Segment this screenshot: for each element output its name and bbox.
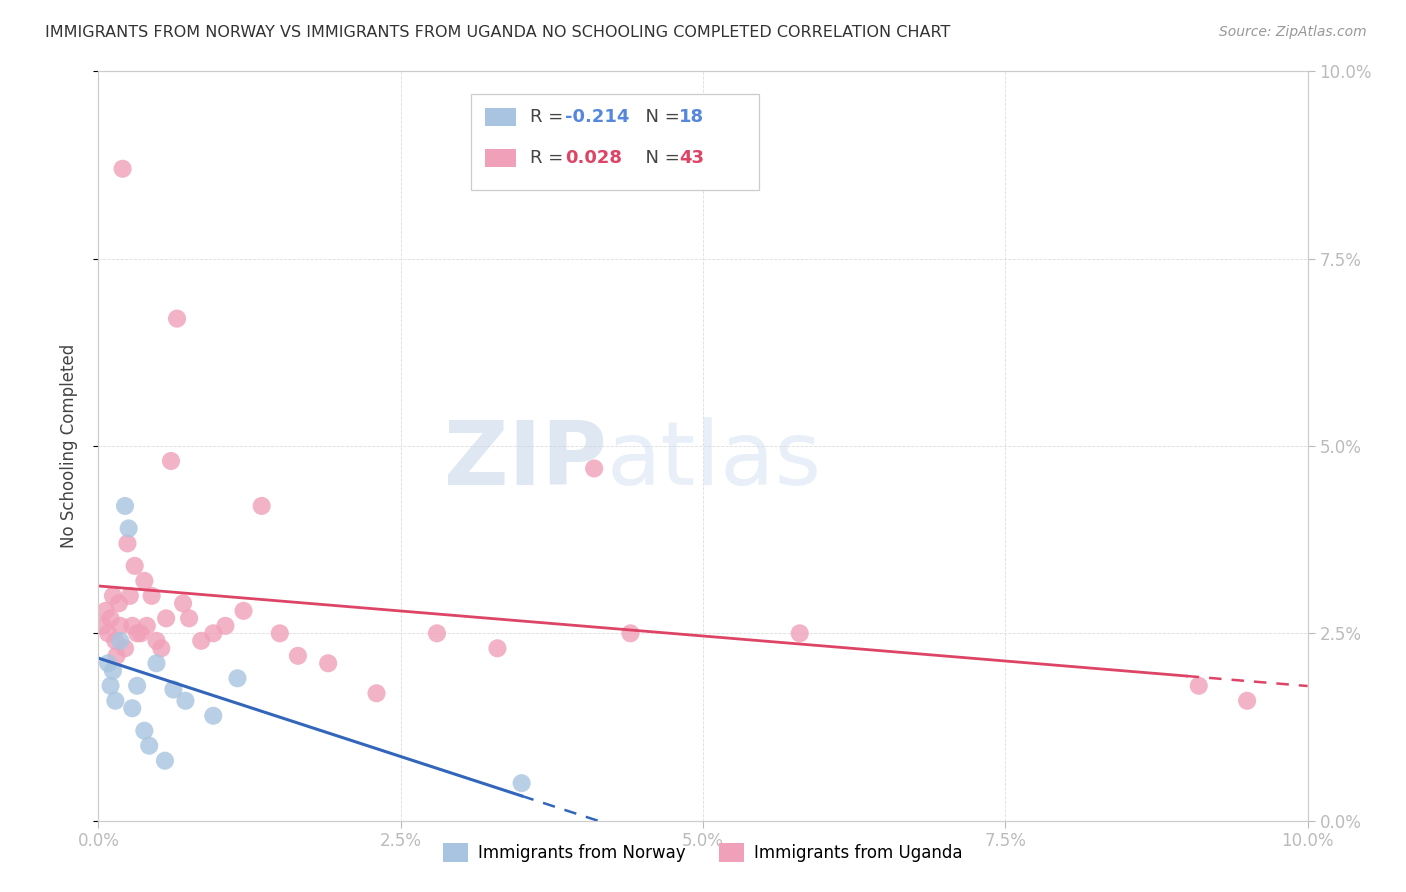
Point: [124, 558, 146, 573]
Point: [510, 776, 533, 790]
Point: [118, 589, 141, 603]
Point: [174, 694, 197, 708]
Point: [101, 589, 124, 603]
Point: [486, 641, 509, 656]
Point: [104, 633, 127, 648]
Point: [214, 619, 236, 633]
Text: 0.028: 0.028: [565, 149, 623, 167]
Point: [97, 657, 120, 671]
Point: [111, 161, 134, 176]
Point: [162, 682, 184, 697]
Point: [179, 611, 201, 625]
Point: [172, 596, 194, 610]
Text: R =: R =: [530, 149, 569, 167]
Point: [366, 686, 388, 700]
Point: [160, 454, 183, 468]
Y-axis label: No Schooling Completed: No Schooling Completed: [59, 344, 77, 548]
Point: [145, 657, 167, 671]
Point: [1236, 694, 1258, 708]
Text: Source: ZipAtlas.com: Source: ZipAtlas.com: [1219, 25, 1367, 39]
Point: [135, 619, 157, 633]
Point: [619, 626, 641, 640]
Point: [789, 626, 811, 640]
Point: [114, 641, 136, 656]
Point: [145, 633, 167, 648]
Point: [100, 679, 122, 693]
Point: [118, 521, 141, 535]
Point: [104, 694, 127, 708]
Point: [166, 311, 188, 326]
Point: [91, 619, 114, 633]
Point: [101, 664, 124, 678]
Point: [127, 679, 149, 693]
Text: IMMIGRANTS FROM NORWAY VS IMMIGRANTS FROM UGANDA NO SCHOOLING COMPLETED CORRELAT: IMMIGRANTS FROM NORWAY VS IMMIGRANTS FRO…: [45, 25, 950, 40]
Point: [134, 723, 156, 738]
Point: [226, 671, 249, 685]
Point: [108, 619, 131, 633]
Point: [232, 604, 254, 618]
Point: [105, 648, 128, 663]
Text: 18: 18: [679, 108, 704, 126]
Point: [1188, 679, 1211, 693]
Point: [316, 657, 339, 671]
Point: [269, 626, 291, 640]
Text: ZIP: ZIP: [443, 417, 606, 505]
Point: [127, 626, 149, 640]
Point: [202, 626, 225, 640]
Point: [134, 574, 156, 588]
Text: N =: N =: [634, 149, 686, 167]
Point: [108, 596, 131, 610]
Legend: Immigrants from Norway, Immigrants from Uganda: Immigrants from Norway, Immigrants from …: [437, 836, 969, 869]
Point: [250, 499, 273, 513]
Point: [121, 619, 143, 633]
Point: [121, 701, 143, 715]
Point: [155, 611, 177, 625]
Text: -0.214: -0.214: [565, 108, 630, 126]
Point: [153, 754, 176, 768]
Point: [100, 611, 122, 625]
Point: [190, 633, 212, 648]
Point: [141, 589, 163, 603]
Text: R =: R =: [530, 108, 569, 126]
Point: [108, 633, 131, 648]
Point: [129, 626, 152, 640]
Point: [117, 536, 139, 550]
Point: [114, 499, 136, 513]
Point: [138, 739, 160, 753]
Point: [94, 604, 117, 618]
Text: atlas: atlas: [606, 417, 821, 505]
Text: 43: 43: [679, 149, 704, 167]
Point: [583, 461, 606, 475]
Point: [150, 641, 173, 656]
Point: [287, 648, 309, 663]
Point: [426, 626, 449, 640]
Text: N =: N =: [634, 108, 686, 126]
Point: [97, 626, 120, 640]
Point: [202, 708, 225, 723]
